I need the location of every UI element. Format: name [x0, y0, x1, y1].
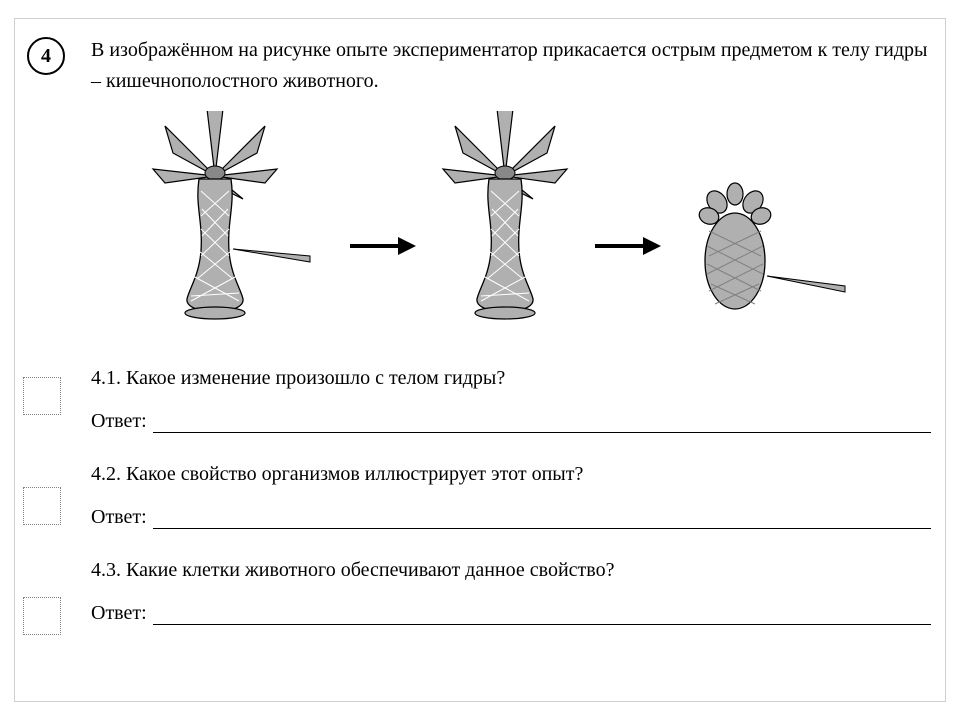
subquestion-text: 4.1. Какое изменение произошло с телом г…	[91, 367, 931, 390]
question-number-badge: 4	[27, 37, 65, 75]
subquestion-num: 4.1.	[91, 367, 121, 389]
answer-label: Ответ:	[91, 602, 147, 625]
intro-paragraph: В изображённом на рисунке опыте эксперим…	[91, 35, 931, 97]
subquestion: 4.1. Какое изменение произошло с телом г…	[91, 367, 931, 433]
worksheet-page: 4 В изображённом на рисунке опыте экспер…	[14, 18, 946, 702]
subquestion: 4.2. Какое свойство организмов иллюстрир…	[91, 463, 931, 529]
needle-icon	[233, 249, 310, 262]
needle-icon	[767, 276, 845, 292]
subquestion-num: 4.3.	[91, 559, 121, 581]
answer-row: Ответ:	[91, 602, 931, 625]
question-number: 4	[41, 45, 51, 68]
subquestions-container: 4.1. Какое изменение произошло с телом г…	[91, 367, 931, 655]
hydra-stage-2	[443, 111, 567, 319]
score-box[interactable]	[23, 597, 61, 635]
answer-row: Ответ:	[91, 410, 931, 433]
hydra-stage-3	[697, 183, 845, 309]
subquestion-num: 4.2.	[91, 463, 121, 485]
answer-blank[interactable]	[153, 605, 931, 625]
answer-label: Ответ:	[91, 410, 147, 433]
answer-row: Ответ:	[91, 506, 931, 529]
arrow-icon	[350, 237, 416, 255]
answer-label: Ответ:	[91, 506, 147, 529]
subquestion-text: 4.2. Какое свойство организмов иллюстрир…	[91, 463, 931, 486]
subquestion: 4.3. Какие клетки животного обеспечивают…	[91, 559, 931, 625]
subquestion-body: Какое свойство организмов иллюстрирует э…	[126, 463, 583, 485]
answer-blank[interactable]	[153, 509, 931, 529]
score-box[interactable]	[23, 377, 61, 415]
arrow-icon	[595, 237, 661, 255]
subquestion-body: Какое изменение произошло с телом гидры?	[126, 367, 505, 389]
subquestion-body: Какие клетки животного обеспечивают данн…	[126, 559, 614, 581]
hydra-stage-1	[153, 111, 310, 319]
subquestion-text: 4.3. Какие клетки животного обеспечивают…	[91, 559, 931, 582]
hydra-sequence-svg	[105, 111, 885, 341]
hydra-experiment-figure	[105, 111, 885, 341]
answer-blank[interactable]	[153, 413, 931, 433]
score-box[interactable]	[23, 487, 61, 525]
